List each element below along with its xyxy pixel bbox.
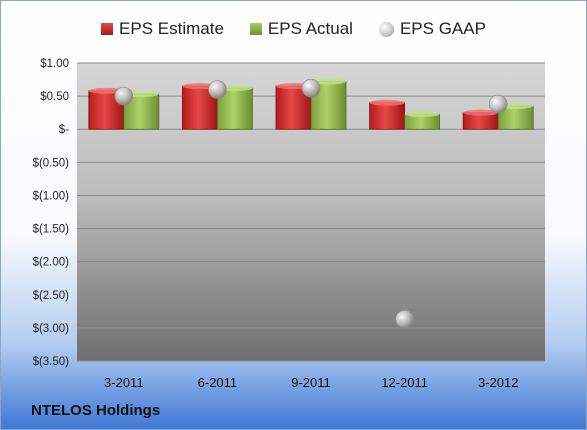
y-tick-label: $- bbox=[59, 124, 69, 136]
legend-label-eps-actual: EPS Actual bbox=[267, 19, 353, 38]
y-tick-label: $(1.00) bbox=[33, 190, 70, 202]
bar-cap-eps-estimate bbox=[369, 99, 405, 106]
legend-label-eps-gaap: EPS GAAP bbox=[399, 19, 486, 38]
y-tick-label: $(2.50) bbox=[33, 290, 70, 302]
gaap-markers bbox=[114, 78, 508, 329]
legend-item-eps-actual: EPS Actual bbox=[249, 19, 353, 39]
y-tick-label: $(3.00) bbox=[33, 323, 70, 335]
y-tick-label: $(1.50) bbox=[33, 224, 70, 236]
x-axis-tick-labels: 3-2011 6-2011 9-2011 12-2011 3-2012 bbox=[104, 375, 518, 390]
bar-eps-estimate bbox=[369, 102, 406, 130]
marker-eps-gaap bbox=[114, 86, 134, 106]
bar-cap-eps-actual bbox=[311, 78, 346, 85]
y-axis-tick-labels: $1.00 $0.50 $- $(0.50) $(1.00) $(1.50) $(2.00)… bbox=[33, 58, 70, 368]
x-tick-label: 12-2011 bbox=[381, 375, 428, 390]
bar-cap-eps-actual bbox=[404, 110, 440, 117]
legend-swatch-eps-gaap bbox=[378, 21, 394, 37]
bar-cap-eps-estimate bbox=[463, 109, 499, 116]
legend-item-eps-gaap: EPS GAAP bbox=[378, 19, 486, 39]
y-tick-label: $(3.50) bbox=[33, 356, 70, 368]
x-tick-label: 9-2011 bbox=[291, 375, 331, 390]
x-tick-label: 6-2011 bbox=[198, 375, 238, 390]
gridlines bbox=[77, 62, 545, 362]
legend-swatch-eps-actual bbox=[249, 23, 262, 35]
bars bbox=[88, 78, 534, 130]
legend: EPS Estimate EPS Actual EPS GAAP bbox=[1, 19, 586, 39]
bar-cap-eps-estimate bbox=[88, 87, 124, 94]
marker-eps-gaap bbox=[488, 94, 508, 114]
x-tick-label: 3-2011 bbox=[104, 375, 144, 390]
y-tick-label: $(2.00) bbox=[33, 257, 70, 269]
company-label: NTELOS Holdings bbox=[31, 402, 161, 419]
y-tick-label: $0.50 bbox=[40, 91, 69, 103]
legend-item-eps-estimate: EPS Estimate bbox=[101, 19, 224, 39]
y-tick-label: $1.00 bbox=[40, 58, 69, 70]
legend-swatch-eps-estimate bbox=[101, 23, 114, 35]
marker-eps-gaap bbox=[301, 78, 321, 98]
marker-eps-gaap bbox=[395, 309, 414, 329]
y-tick-label: $(0.50) bbox=[33, 157, 70, 169]
x-tick-label: 3-2012 bbox=[478, 375, 518, 390]
legend-label-eps-estimate: EPS Estimate bbox=[119, 19, 224, 38]
marker-eps-gaap bbox=[208, 80, 227, 99]
